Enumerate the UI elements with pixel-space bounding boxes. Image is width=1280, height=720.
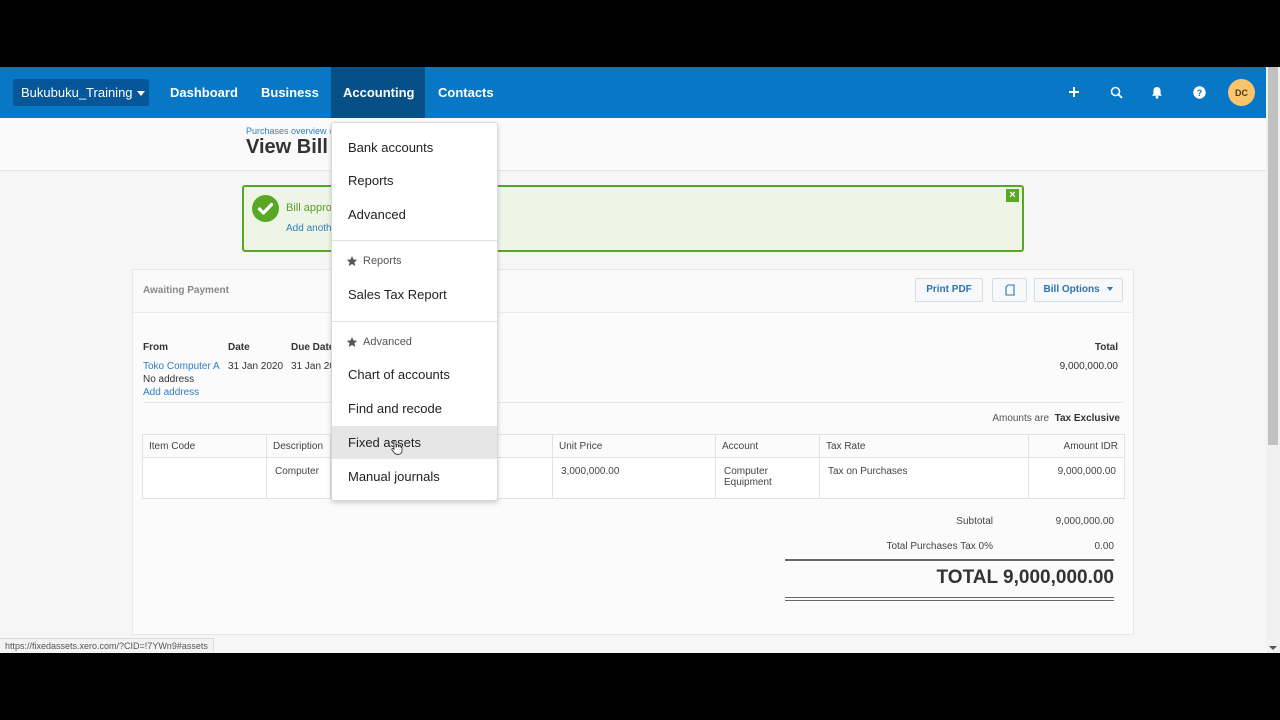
menu-section-advanced: Advanced [346,336,412,348]
star-icon [346,256,358,266]
plus-icon[interactable] [1063,81,1085,103]
menu-item-chart-of-accounts[interactable]: Chart of accounts [348,367,450,382]
menu-item-manual-journals[interactable]: Manual journals [348,469,440,484]
col-amount: Amount IDR [1028,434,1125,458]
line-items-table: Item Code Description Quantity Unit Pric… [142,434,1125,499]
print-pdf-button[interactable]: Print PDF [915,278,983,302]
subtotal-label: Subtotal [956,516,993,527]
attach-file-button[interactable] [992,278,1027,302]
status-label: Awaiting Payment [143,285,229,296]
org-name: Bukubuku_Training [21,85,133,100]
add-another-link[interactable]: Add anothe [286,223,338,234]
help-icon[interactable]: ? [1188,81,1210,103]
subtotal-value: 9,000,000.00 [1055,516,1114,527]
nav-accounting[interactable]: Accounting [331,67,425,118]
bill-options-button[interactable]: Bill Options [1034,278,1123,302]
menu-item-find-and-recode[interactable]: Find and recode [348,401,442,416]
col-item-code: Item Code [142,434,267,458]
grand-total-label: TOTAL [936,567,998,588]
grand-total: TOTAL 9,000,000.00 [937,567,1114,589]
bill-card: Awaiting Payment Print PDF Bill Options … [132,269,1134,635]
caret-down-icon [1107,287,1114,292]
menu-divider [332,321,497,322]
organisation-switcher[interactable]: Bukubuku_Training [13,79,149,106]
col-unit-price: Unit Price [552,434,716,458]
cell-account: Computer Equipment [715,457,820,499]
bill-card-header: Awaiting Payment Print PDF Bill Options [133,270,1133,313]
search-icon[interactable] [1105,81,1127,103]
checkmark-icon [252,195,279,222]
total-label: Total [1094,342,1118,353]
cell-amount: 9,000,000.00 [1028,457,1125,499]
page-title: View Bill [246,136,328,158]
table-row[interactable]: Computer 3,000,000.00 Computer Equipment… [142,457,1125,499]
col-description: Description [266,434,331,458]
date-label: Date [228,342,250,353]
alert-message: Bill appro [286,202,332,214]
section-label: Reports [363,255,402,267]
accounting-dropdown-menu: Bank accounts Reports Advanced Reports S… [331,122,498,501]
menu-item-reports[interactable]: Reports [348,173,394,188]
cell-item-code [142,457,267,499]
total-rule-double [785,597,1114,601]
hand-cursor-icon [391,440,403,455]
col-account: Account [715,434,820,458]
total-rule-top [785,559,1114,561]
menu-item-bank-accounts[interactable]: Bank accounts [348,140,434,155]
vertical-scrollbar[interactable] [1266,67,1280,653]
cell-tax-rate: Tax on Purchases [819,457,1029,499]
scroll-down-arrow-icon[interactable] [1269,646,1277,650]
add-address-link[interactable]: Add address [143,387,200,398]
user-avatar[interactable]: DC [1228,79,1255,106]
breadcrumb-purchases-overview[interactable]: Purchases overview › [246,126,333,136]
nav-contacts[interactable]: Contacts [438,85,494,100]
table-header-row: Item Code Description Quantity Unit Pric… [142,434,1125,458]
browser-viewport: Bukubuku_Training Dashboard Business Acc… [0,67,1280,653]
section-label: Advanced [363,336,412,348]
scrollbar-thumb[interactable] [1268,67,1278,445]
top-navigation: Bukubuku_Training Dashboard Business Acc… [0,67,1266,118]
divider [143,402,1123,403]
caret-down-icon [136,91,145,97]
bell-icon[interactable] [1146,81,1168,103]
tax-label: Total Purchases Tax 0% [886,541,993,552]
nav-business[interactable]: Business [261,85,319,100]
contact-link[interactable]: Toko Computer A [143,361,220,372]
due-date-label: Due Date [291,342,335,353]
nav-dashboard[interactable]: Dashboard [170,85,238,100]
amounts-are-label: Amounts are [992,413,1050,424]
browser-status-bar: https://fixedassets.xero.com/?CID=!7YWn9… [0,638,214,653]
bill-due-date: 31 Jan 20 [291,361,335,372]
star-icon [346,337,358,347]
bill-options-label: Bill Options [1043,284,1100,295]
menu-item-advanced[interactable]: Advanced [348,207,406,222]
cell-description: Computer [266,457,331,499]
bill-total: 9,000,000.00 [1059,361,1118,372]
amounts-are-value: Tax Exclusive [1054,413,1120,424]
svg-text:?: ? [1196,88,1202,98]
bill-date: 31 Jan 2020 [228,361,284,372]
menu-item-fixed-assets[interactable]: Fixed assets [332,426,497,459]
amounts-are: Amounts are Tax Exclusive [992,413,1120,424]
cell-unit-price: 3,000,000.00 [552,457,716,499]
close-icon[interactable]: × [1006,189,1019,202]
page-header: Purchases overview › View Bill [0,118,1266,171]
grand-total-value: 9,000,000.00 [1003,567,1114,588]
col-tax-rate: Tax Rate [819,434,1029,458]
contact-address: No address [143,374,195,385]
from-label: From [143,342,168,353]
menu-item-sales-tax-report[interactable]: Sales Tax Report [348,287,447,302]
tax-value: 0.00 [1094,541,1114,552]
menu-divider [332,240,497,241]
menu-section-reports: Reports [346,255,402,267]
